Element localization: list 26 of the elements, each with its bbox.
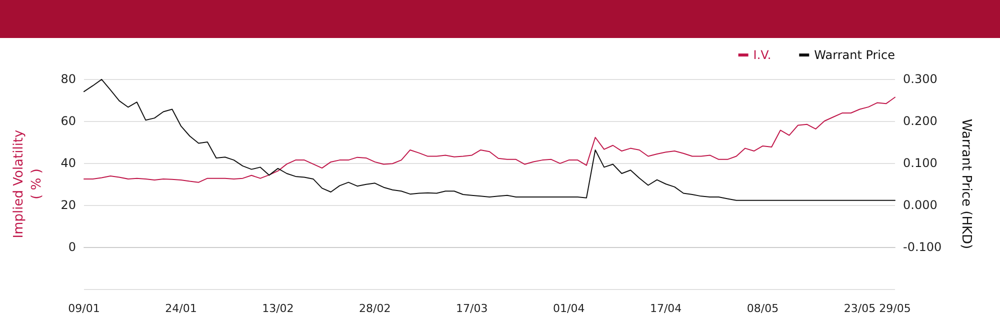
y2-tick-label: 0.100 bbox=[903, 156, 938, 170]
y2-tick-label: 0.300 bbox=[903, 72, 938, 86]
y2-tick-label: 0.200 bbox=[903, 114, 938, 128]
y-tick-label: 80 bbox=[60, 72, 76, 86]
x-tick-label: 28/02 bbox=[359, 302, 391, 315]
legend-label: I.V. bbox=[753, 48, 772, 62]
y-tick-label: 20 bbox=[60, 198, 76, 212]
line-series bbox=[84, 96, 896, 183]
y-tick-label: 60 bbox=[60, 114, 76, 128]
legend-label: Warrant Price bbox=[814, 48, 895, 62]
y2-axis-title: Warrant Price (HKD) bbox=[958, 118, 974, 250]
x-tick-label: 13/02 bbox=[262, 302, 294, 315]
x-tick-label: 01/04 bbox=[552, 302, 585, 315]
line-series bbox=[84, 78, 896, 201]
x-tick-label: 09/01 bbox=[68, 302, 100, 315]
x-tick-label: 23/05 bbox=[844, 302, 876, 315]
x-tick-label: 29/05 bbox=[879, 302, 911, 315]
y-tick-label: 0 bbox=[68, 240, 76, 254]
y-axis-title: Implied Volatility ( % ) bbox=[12, 129, 44, 238]
y-tick-label: 40 bbox=[60, 156, 76, 170]
y2-tick-label: 0.000 bbox=[903, 198, 938, 212]
y2-tick-label: -0.100 bbox=[903, 240, 942, 254]
x-tick-label: 17/04 bbox=[650, 302, 682, 315]
x-tick-label: 17/03 bbox=[456, 302, 488, 315]
x-tick-label: 08/05 bbox=[746, 302, 779, 315]
x-tick-label: 24/01 bbox=[165, 302, 197, 315]
